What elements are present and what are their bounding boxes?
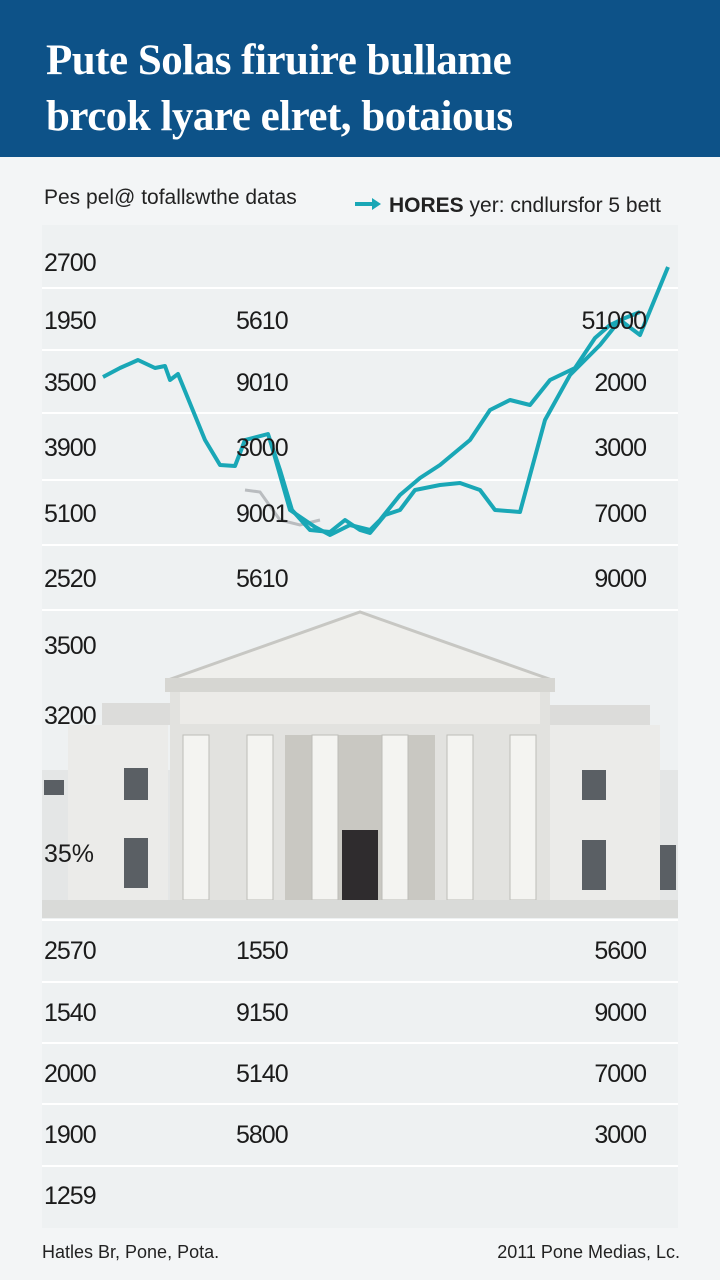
row-label: 9001 <box>236 500 288 528</box>
title: brcok lyare elret, botaious <box>46 93 513 140</box>
row-labels: 2700 1950 5610 51000 3500 9010 2000 3900 3000 300… <box>44 249 647 1210</box>
legend-text: HORES yer: cndlursfor 5 bett <box>389 194 661 217</box>
row-label: 3000 <box>236 434 288 462</box>
row-label: 5100 <box>44 500 96 528</box>
row-label: 9000 <box>594 999 646 1027</box>
row-label: 5610 <box>236 565 288 593</box>
grid <box>42 287 678 1167</box>
row-label: 2570 <box>44 937 96 965</box>
row-label: 1259 <box>44 1182 96 1210</box>
row-label: 3900 <box>44 434 96 462</box>
chart-panel: Pes pel@ tofallɛwthe datas HORES yer: cn… <box>42 186 680 1262</box>
legend: HORES yer: cndlursfor 5 bett <box>355 194 661 217</box>
row-label: 5600 <box>594 937 646 965</box>
footer-left: Hatles Br, Pone, Pota. <box>42 1242 219 1262</box>
building-label: 35% <box>44 840 94 868</box>
row-label: 7000 <box>594 1060 646 1088</box>
title: Pute Solas firuire bullame <box>46 37 512 84</box>
row-label: 2520 <box>44 565 96 593</box>
row-label: 5800 <box>236 1121 288 1149</box>
row-label: 9000 <box>594 565 646 593</box>
row-label: 1540 <box>44 999 96 1027</box>
row-label: 7000 <box>594 500 646 528</box>
row-label: 5140 <box>236 1060 288 1088</box>
subtitle: Pes pel@ tofallɛwthe datas <box>44 186 297 209</box>
row-label: 3000 <box>594 434 646 462</box>
building <box>42 610 678 918</box>
row-label: 3200 <box>44 702 96 730</box>
trend-line <box>268 310 641 537</box>
row-label: 5610 <box>236 307 288 335</box>
row-label: 9150 <box>236 999 288 1027</box>
row-label: 1950 <box>44 307 96 335</box>
legend-arrow <box>372 198 381 210</box>
row-label: 2000 <box>44 1060 96 1088</box>
row-label: 1900 <box>44 1121 96 1149</box>
legend-bold: HORES <box>389 194 464 217</box>
trend-line <box>102 266 670 535</box>
legend-label: yer: cndlursfor 5 bett <box>470 194 662 217</box>
row-label: 51000 <box>581 307 646 335</box>
row-label: 2700 <box>44 249 96 277</box>
row-label: 3500 <box>44 369 96 397</box>
footer-right: 2011 Pone Medias, Lc. <box>497 1242 680 1262</box>
row-label: 9010 <box>236 369 288 397</box>
row-label: 3000 <box>594 1121 646 1149</box>
row-label: 2000 <box>594 369 646 397</box>
row-label: 1550 <box>236 937 288 965</box>
row-label: 3500 <box>44 632 96 660</box>
header: Pute Solas firuire bullame brcok lyare e… <box>0 0 720 157</box>
